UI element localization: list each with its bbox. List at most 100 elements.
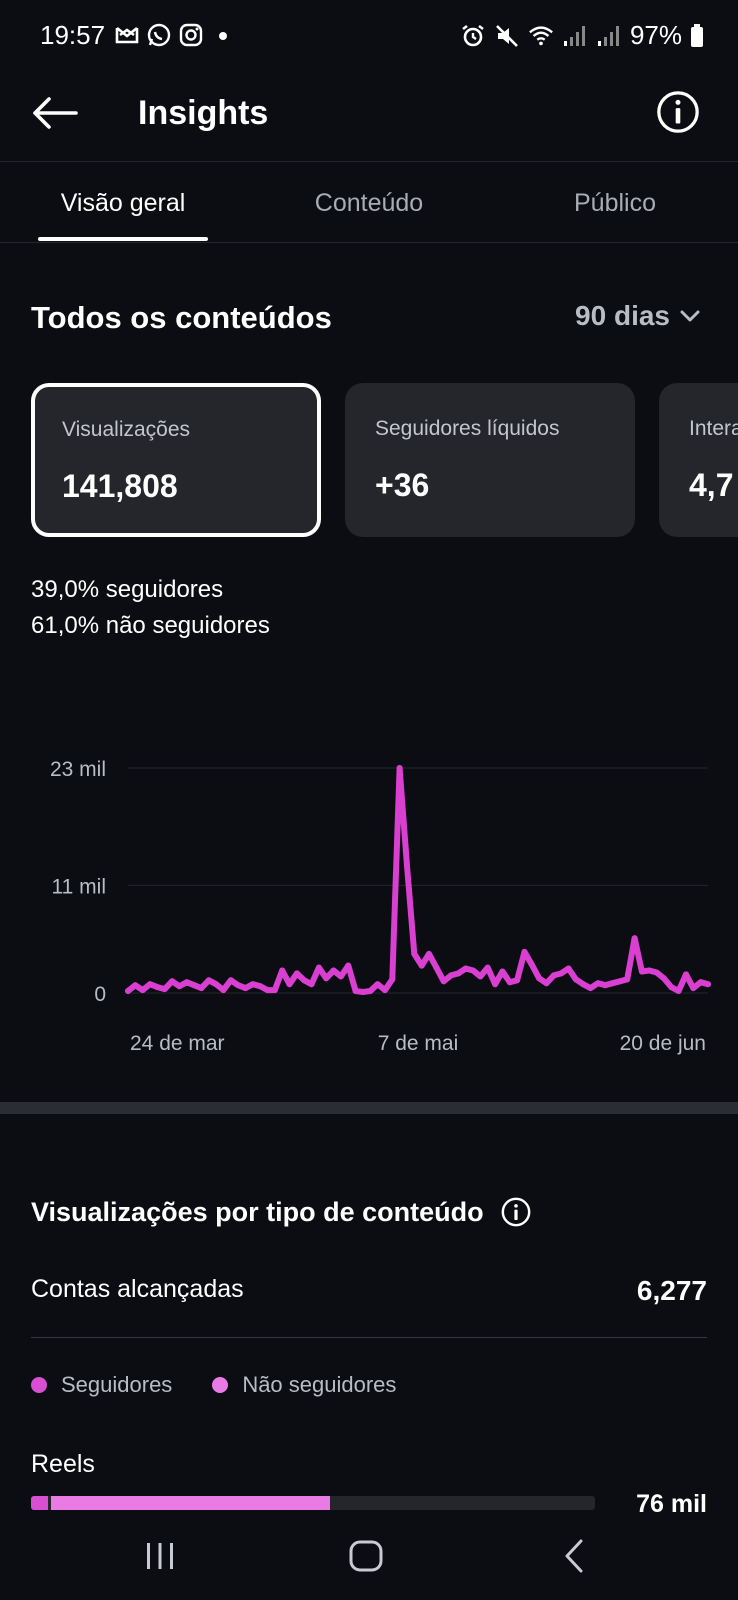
chart-data-point (301, 977, 308, 984)
chart-data-point (242, 985, 249, 992)
metric-card-label: Visualizações (62, 418, 191, 441)
chart-data-point (147, 981, 153, 988)
instagram-icon (179, 23, 203, 47)
chart-data-point (536, 975, 543, 982)
signal-icon (597, 25, 619, 46)
section-title: Todos os conteúdos (31, 300, 332, 335)
chart-points (125, 765, 711, 995)
arrow-left-icon (33, 97, 78, 129)
system-nav-bar (0, 1512, 738, 1600)
legend-item-non-followers: Não seguidores (212, 1372, 396, 1398)
chart-data-point (213, 981, 220, 988)
legend-item-followers: Seguidores (31, 1372, 172, 1398)
chart-data-point (484, 964, 491, 971)
chart-data-point (161, 986, 168, 993)
chart-data-point (638, 968, 645, 975)
accounts-reached-row: Contas alcançadas 6,277 (31, 1275, 707, 1307)
chart-data-point (697, 979, 704, 986)
chart-data-point (675, 988, 682, 994)
chart-data-point (352, 988, 359, 994)
chart-data-point (235, 982, 242, 989)
breakdown-percent: 61,0% (31, 612, 100, 639)
recents-button[interactable] (130, 1526, 190, 1586)
chart-grid (128, 767, 708, 994)
chart-data-point (293, 970, 300, 977)
nav-back-button[interactable] (544, 1526, 604, 1586)
chart-data-point (139, 987, 146, 994)
chart-data-point (220, 987, 227, 994)
chart-data-point (528, 961, 535, 968)
chart-data-point (176, 983, 183, 990)
chart-x-tick-label: 20 de jun (620, 1032, 706, 1055)
content-type-bar[interactable] (31, 1496, 595, 1510)
chart-data-point (646, 967, 653, 974)
legend-label: Não seguidores (242, 1372, 397, 1397)
chart-data-point (279, 967, 286, 974)
metric-card-views[interactable]: Visualizações 141,808 (31, 383, 321, 537)
chart-data-point (587, 985, 594, 992)
views-line-chart[interactable]: 23 mil 11 mil 0 24 de mar 7 de mai 20 de jun (0, 760, 738, 1070)
tab-overview[interactable]: Visão geral (60, 188, 186, 217)
info-icon (657, 91, 699, 133)
legend-dot-followers (31, 1377, 47, 1393)
period-dropdown[interactable]: 90 dias (575, 300, 700, 332)
app-header: Insights (0, 72, 738, 162)
chart-data-point (609, 980, 616, 987)
content-type-row-label: Reels (31, 1450, 95, 1478)
metric-card-net-followers[interactable]: Seguidores líquidos +36 (345, 383, 635, 537)
chart-data-point (374, 981, 381, 988)
views-series-line (125, 765, 711, 995)
chart-y-tick-label: 23 mil (50, 760, 106, 781)
info-button[interactable] (652, 86, 704, 138)
chart-data-point (470, 967, 477, 974)
tab-content[interactable]: Conteúdo (314, 188, 424, 217)
chart-data-point (125, 988, 131, 994)
audience-breakdown: 39,0% seguidores 61,0% não seguidores (31, 572, 270, 644)
accounts-reached-value: 6,277 (636, 1275, 707, 1306)
chart-data-point (455, 970, 462, 977)
tab-audience[interactable]: Público (574, 188, 656, 217)
legend-label: Seguidores (61, 1372, 173, 1397)
metric-card-value: 141,808 (62, 468, 178, 504)
mute-icon (496, 24, 518, 47)
metric-cards: Visualizações 141,808 Seguidores líquido… (31, 383, 738, 537)
chart-data-point (271, 987, 278, 994)
chart-data-point (154, 984, 161, 991)
chart-data-point (506, 979, 513, 986)
chart-data-point (286, 981, 293, 988)
chart-data-point (448, 972, 454, 979)
chart-data-point (705, 981, 711, 988)
chart-data-point (565, 965, 572, 972)
content-type-row-value: 76 mil (636, 1490, 707, 1512)
chart-data-point (558, 970, 565, 977)
chart-data-point (550, 972, 557, 979)
chart-data-point (198, 985, 205, 992)
chart-data-point (477, 973, 484, 980)
legend-dot-non-followers (212, 1377, 229, 1393)
chart-data-point (205, 977, 212, 984)
bar-segment-non-followers (50, 1496, 330, 1510)
chart-data-point (690, 985, 697, 992)
chart-data-point (323, 975, 330, 982)
chart-data-point (367, 988, 374, 994)
chart-data-point (359, 989, 366, 995)
chart-data-point (315, 964, 322, 971)
home-button[interactable] (336, 1526, 396, 1586)
chart-data-point (396, 765, 403, 771)
home-icon (349, 1540, 383, 1572)
page-title: Insights (138, 94, 269, 132)
chart-y-tick-label: 0 (94, 983, 106, 1006)
notification-icon (115, 26, 139, 44)
chart-data-point (660, 975, 667, 982)
chart-y-ticks: 23 mil 11 mil 0 (50, 760, 106, 1006)
chart-data-point (433, 964, 440, 971)
chart-x-tick-label: 24 de mar (130, 1032, 225, 1055)
chart-data-point (411, 950, 418, 957)
chart-data-point (653, 969, 660, 976)
metric-card-interactions[interactable]: Interações 4,7 (659, 383, 738, 537)
back-button[interactable] (30, 88, 80, 138)
info-icon[interactable] (500, 1196, 532, 1228)
chart-data-point (624, 976, 631, 983)
chart-data-point (462, 965, 469, 972)
dot-icon (219, 32, 227, 40)
